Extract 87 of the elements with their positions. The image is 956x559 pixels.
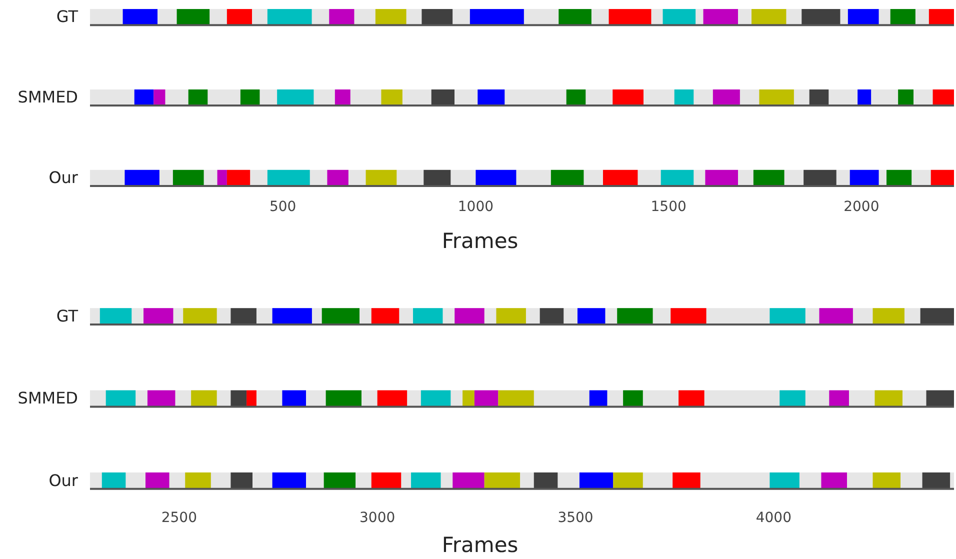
bar bbox=[411, 472, 441, 489]
bar bbox=[334, 89, 350, 106]
bar bbox=[106, 390, 136, 407]
bar bbox=[147, 390, 176, 407]
bar bbox=[176, 9, 210, 26]
bar bbox=[804, 170, 836, 186]
bar bbox=[886, 170, 912, 186]
bar bbox=[424, 170, 451, 186]
bar bbox=[272, 308, 312, 325]
bar bbox=[371, 472, 402, 489]
bar bbox=[932, 89, 954, 106]
bar bbox=[366, 170, 397, 186]
y-tick-label: SMMED bbox=[18, 88, 78, 107]
x-tick-label: 1500 bbox=[650, 198, 686, 215]
bar bbox=[770, 308, 806, 325]
bar bbox=[540, 308, 564, 325]
bar bbox=[926, 390, 954, 407]
bar bbox=[431, 89, 454, 106]
x-tick-label: 2500 bbox=[161, 510, 197, 526]
bar bbox=[185, 472, 211, 489]
bar bbox=[577, 308, 606, 325]
bar bbox=[267, 170, 310, 186]
bar bbox=[476, 170, 516, 186]
bar bbox=[920, 308, 954, 325]
x-tick-label: 3000 bbox=[360, 510, 396, 526]
bar bbox=[534, 472, 558, 489]
y-tick-label: Our bbox=[48, 168, 78, 188]
x-tick-label: 4000 bbox=[756, 510, 792, 526]
bar bbox=[462, 390, 474, 407]
bar bbox=[872, 472, 900, 489]
bar bbox=[484, 472, 520, 489]
bar bbox=[122, 9, 158, 26]
bar bbox=[454, 308, 484, 325]
bar bbox=[672, 472, 700, 489]
bar bbox=[872, 308, 904, 325]
bar bbox=[809, 89, 829, 106]
bar bbox=[712, 89, 740, 106]
bar bbox=[674, 89, 694, 106]
bar bbox=[230, 390, 247, 407]
bar bbox=[134, 89, 154, 106]
bar bbox=[124, 170, 160, 186]
bar bbox=[324, 472, 356, 489]
bar bbox=[496, 308, 526, 325]
y-tick-label: Our bbox=[48, 470, 78, 490]
bar bbox=[144, 308, 174, 325]
bar bbox=[172, 170, 204, 186]
bar bbox=[705, 170, 738, 186]
bar bbox=[922, 472, 950, 489]
bar bbox=[230, 472, 252, 489]
bar bbox=[660, 170, 694, 186]
y-tick-label: GT bbox=[56, 7, 78, 26]
bar bbox=[381, 89, 402, 106]
bar bbox=[566, 89, 586, 106]
bar bbox=[183, 308, 217, 325]
bar bbox=[858, 89, 872, 106]
x-tick-label: 1000 bbox=[458, 198, 494, 215]
bar bbox=[478, 89, 505, 106]
bar bbox=[612, 89, 644, 106]
x-axis-title: Frames bbox=[442, 533, 518, 557]
bar bbox=[322, 308, 360, 325]
bar bbox=[230, 308, 256, 325]
bar bbox=[371, 308, 400, 325]
y-tick-label: SMMED bbox=[18, 388, 78, 408]
bar bbox=[272, 472, 306, 489]
x-tick-label: 3500 bbox=[558, 510, 594, 526]
bar bbox=[770, 472, 800, 489]
bar bbox=[670, 308, 706, 325]
x-tick-label: 2000 bbox=[844, 198, 880, 215]
bar bbox=[102, 472, 126, 489]
x-axis-title: Frames bbox=[442, 229, 518, 253]
bar bbox=[145, 472, 170, 489]
bar bbox=[100, 308, 132, 325]
bar bbox=[603, 170, 638, 186]
bar bbox=[819, 308, 853, 325]
bar bbox=[191, 390, 217, 407]
bar bbox=[413, 308, 443, 325]
bar bbox=[452, 472, 484, 489]
y-tick-label: GT bbox=[56, 306, 78, 326]
bar bbox=[579, 472, 614, 489]
bar bbox=[898, 89, 914, 106]
bar bbox=[327, 170, 348, 186]
x-tick-label: 500 bbox=[269, 198, 296, 215]
bar bbox=[821, 472, 847, 489]
bar bbox=[850, 170, 879, 186]
bar bbox=[930, 170, 954, 186]
bar bbox=[277, 89, 314, 106]
bar bbox=[550, 170, 584, 186]
